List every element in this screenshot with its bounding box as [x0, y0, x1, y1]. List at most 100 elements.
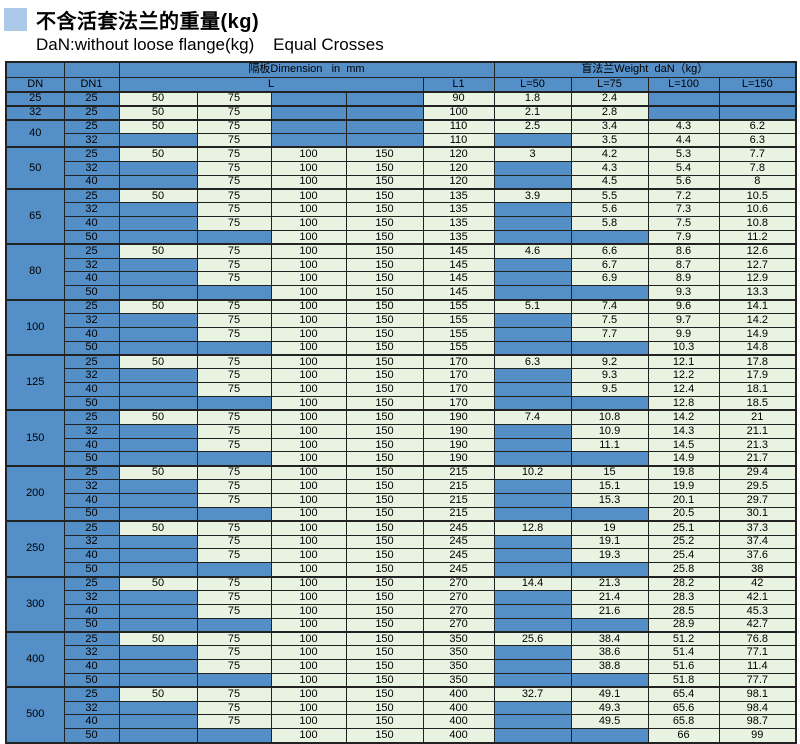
- table-row: 50 100 150 155 10.3 14.8: [6, 340, 797, 356]
- l1-cell: 120: [422, 174, 495, 190]
- dn1-cell: 50: [63, 285, 120, 301]
- l-cell: [345, 104, 424, 121]
- l-cell: 50: [118, 630, 198, 647]
- l1-cell: 350: [422, 630, 495, 647]
- l1-cell: 155: [422, 326, 495, 342]
- l-cell: 75: [196, 659, 272, 674]
- weight-cell: [493, 534, 572, 550]
- l-cell: [270, 118, 347, 135]
- l-cell: 150: [345, 396, 424, 411]
- weight-cell: 51.8: [647, 672, 720, 688]
- dn1-cell: 50: [63, 728, 120, 744]
- l-cell: 50: [118, 575, 198, 591]
- weight-cell: [570, 672, 649, 688]
- weight-cell: 5.3: [647, 146, 720, 162]
- dn1-cell: 40: [63, 492, 120, 508]
- weight-cell: 11.4: [718, 659, 797, 674]
- l-cell: 75: [196, 534, 272, 550]
- weight-cell: 13.3: [718, 285, 797, 301]
- weight-cell: 37.6: [718, 548, 797, 564]
- l-cell: 100: [270, 396, 347, 411]
- l-cell: [118, 700, 198, 716]
- l-cell: 150: [345, 714, 424, 730]
- weight-cell: 42.1: [718, 589, 797, 605]
- weight-cell: 20.1: [647, 492, 720, 508]
- l1-cell: 155: [422, 298, 495, 314]
- dn1-cell: 32: [63, 202, 120, 218]
- dn1-cell: 25: [63, 630, 120, 647]
- weight-cell: 6.2: [718, 118, 797, 135]
- dn1-cell: 40: [63, 659, 120, 674]
- l-cell: 75: [196, 464, 272, 481]
- weight-cell: 17.8: [718, 354, 797, 370]
- l-cell: 75: [196, 298, 272, 314]
- table-row: 40 75 100 150 270 21.6 28.5 45.3: [6, 603, 797, 619]
- l1-cell: 135: [422, 187, 495, 204]
- l-cell: 100: [270, 520, 347, 536]
- weight-cell: 12.9: [718, 271, 797, 287]
- weight-cell: 5.6: [570, 202, 649, 218]
- weight-cell: 7.2: [647, 187, 720, 204]
- table-header: 隔板Dimension in mm 盲法兰Weight daN（kg） DN D…: [5, 61, 797, 93]
- dn1-cell: 25: [63, 686, 120, 702]
- weight-cell: 51.2: [647, 630, 720, 647]
- l-cell: [118, 133, 198, 148]
- l-cell: 100: [270, 243, 347, 259]
- table-row: 40 75 100 150 135 5.8 7.5 10.8: [6, 216, 797, 231]
- table-row: 50 100 150 245 25.8 38: [6, 562, 797, 578]
- weight-cell: 25.6: [493, 630, 572, 647]
- weight-cell: [570, 562, 649, 578]
- weight-cell: 32.7: [493, 686, 572, 702]
- l-cell: 75: [196, 548, 272, 564]
- weight-cell: [493, 700, 572, 716]
- table-row: 500 25 50 75 100 150 400 32.7 49.1 65.4 98.1: [5, 686, 797, 744]
- table-row: 32 75 100 150 350 38.6 51.4 77.1: [6, 645, 797, 661]
- l-cell: [270, 104, 347, 121]
- weight-cell: 15.3: [570, 492, 649, 508]
- weight-cell: 14.9: [718, 326, 797, 342]
- table-row: 32 75 100 150 190 10.9 14.3 21.1: [6, 423, 797, 439]
- l-cell: [196, 451, 272, 467]
- l-cell: 100: [270, 575, 347, 591]
- weight-cell: 7.7: [718, 146, 797, 162]
- weight-cell: [493, 672, 572, 688]
- weight-cell: 7.4: [493, 409, 572, 425]
- table-row: 50 100 150 215 20.5 30.1: [6, 506, 797, 522]
- dn1-cell: 25: [63, 298, 120, 314]
- l-cell: [118, 659, 198, 674]
- dn1-cell: 50: [63, 396, 120, 411]
- l-cell: 50: [118, 91, 198, 107]
- table-row: 100 25 50 75 100 150 155 5.1 7.4 9.6 14.1: [5, 298, 797, 356]
- l-cell: 100: [270, 382, 347, 398]
- dn1-cell: 32: [63, 257, 120, 273]
- l-cell: [118, 479, 198, 494]
- weight-cell: [493, 396, 572, 411]
- l-cell: [118, 423, 198, 439]
- l-cell: [118, 368, 198, 384]
- l-cell: [118, 160, 198, 176]
- dn1-cell: 32: [63, 479, 120, 494]
- title-marker-square: [4, 7, 27, 31]
- l-cell: 100: [270, 423, 347, 439]
- l-cell: 75: [196, 202, 272, 218]
- table-row: 32 25 50 75 100 2.1 2.8: [5, 104, 797, 121]
- weight-cell: 25.1: [647, 520, 720, 536]
- l-cell: 75: [196, 437, 272, 453]
- l-cell: [196, 617, 272, 633]
- weight-cell: 9.5: [570, 382, 649, 398]
- weight-cell: 14.3: [647, 423, 720, 439]
- weight-cell: 3.9: [493, 187, 572, 204]
- l-cell: 150: [345, 575, 424, 591]
- weight-cell: 98.7: [718, 714, 797, 730]
- l-cell: 150: [345, 506, 424, 522]
- weight-cell: 49.3: [570, 700, 649, 716]
- l1-cell: 350: [422, 645, 495, 661]
- weight-cell: 4.4: [647, 133, 720, 148]
- weight-cell: 42: [718, 575, 797, 591]
- header-l75: L=75: [570, 76, 649, 93]
- l-cell: 150: [345, 285, 424, 301]
- l-cell: [118, 728, 198, 744]
- weight-cell: 14.5: [647, 437, 720, 453]
- weight-cell: 49.5: [570, 714, 649, 730]
- l1-cell: 190: [422, 423, 495, 439]
